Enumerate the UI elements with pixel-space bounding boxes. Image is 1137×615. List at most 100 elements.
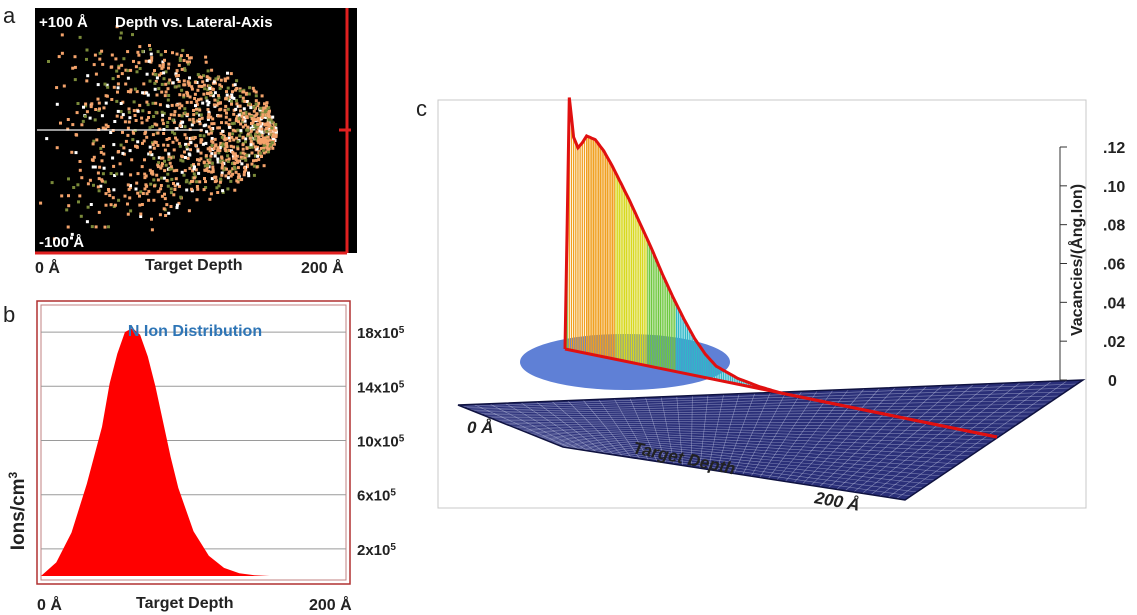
- ion-point: [177, 84, 181, 88]
- ion-point: [72, 186, 76, 189]
- ion-point: [199, 113, 203, 117]
- ion-point: [84, 104, 88, 108]
- ion-point: [244, 140, 247, 144]
- ion-point: [119, 110, 123, 114]
- ion-point: [192, 163, 195, 167]
- ion-point: [217, 151, 221, 155]
- y-tick-label: 18x105: [357, 325, 405, 343]
- ion-point: [83, 114, 87, 118]
- ion-point: [268, 109, 271, 113]
- ion-point: [210, 68, 214, 72]
- ion-point: [254, 102, 258, 106]
- ion-point: [235, 115, 239, 118]
- ion-point: [198, 108, 202, 112]
- ion-point: [225, 158, 229, 162]
- ion-point: [213, 91, 217, 95]
- ion-point: [256, 125, 260, 129]
- ion-point: [265, 108, 268, 112]
- ion-point: [97, 109, 101, 112]
- ion-point: [150, 228, 154, 232]
- ion-point: [199, 140, 203, 144]
- ion-point: [241, 151, 245, 155]
- ion-point: [67, 204, 71, 208]
- ion-point: [189, 141, 193, 145]
- plane-grid-line: [598, 399, 641, 460]
- ion-point: [175, 168, 179, 172]
- ion-point: [132, 109, 136, 113]
- ion-point: [234, 158, 238, 162]
- ion-point: [245, 100, 249, 103]
- ion-point: [165, 179, 169, 182]
- ion-point: [153, 72, 157, 76]
- ion-point: [204, 96, 208, 100]
- ion-point: [149, 182, 153, 186]
- ion-point: [161, 60, 165, 64]
- ion-point: [202, 92, 206, 96]
- ion-point: [261, 148, 265, 152]
- ion-point: [160, 164, 164, 168]
- ion-point: [101, 144, 105, 148]
- plane-grid-line: [708, 394, 724, 470]
- ion-point: [135, 181, 139, 185]
- ion-point: [153, 87, 157, 91]
- ion-point: [102, 152, 106, 156]
- ion-point: [224, 96, 228, 100]
- ion-point: [98, 57, 102, 61]
- ion-point: [196, 88, 200, 92]
- ion-point: [216, 191, 220, 194]
- ion-point: [263, 110, 267, 114]
- ion-point: [152, 178, 156, 182]
- ion-point: [216, 160, 220, 164]
- ion-point: [258, 151, 262, 155]
- ion-point: [98, 51, 102, 55]
- ion-point: [85, 57, 88, 61]
- ion-point: [251, 119, 255, 123]
- ion-point: [129, 90, 132, 94]
- ion-point: [112, 164, 116, 168]
- ion-point: [231, 128, 235, 132]
- ion-point: [81, 119, 85, 123]
- ion-point: [206, 91, 209, 95]
- ion-point: [255, 147, 259, 151]
- ion-point: [144, 59, 148, 63]
- ion-point: [195, 103, 199, 107]
- ion-point: [129, 184, 132, 188]
- ion-point: [120, 115, 124, 119]
- ion-point: [261, 106, 265, 110]
- ion-point: [66, 225, 70, 229]
- ion-point: [185, 147, 189, 151]
- ion-point: [127, 110, 131, 114]
- ion-point: [128, 149, 132, 153]
- ion-point: [121, 130, 124, 134]
- ion-point: [249, 140, 253, 144]
- ion-point: [175, 103, 179, 107]
- ion-point: [226, 154, 230, 158]
- ion-point: [126, 133, 130, 137]
- ion-point: [175, 206, 179, 210]
- ion-point: [171, 155, 175, 159]
- plane-grid-line: [582, 399, 632, 458]
- ion-point: [225, 167, 228, 171]
- ion-point: [258, 108, 262, 112]
- ion-point: [156, 178, 160, 182]
- ion-point: [259, 125, 263, 129]
- ion-point: [52, 237, 56, 241]
- ion-point: [256, 104, 260, 108]
- ion-point: [188, 76, 191, 80]
- ion-point: [241, 147, 245, 151]
- ion-point: [67, 177, 70, 181]
- ion-point: [172, 120, 176, 124]
- ion-point: [88, 178, 92, 182]
- panel-c-z-tick-labels: 0 .02 .04 .06 .08 .10 .12: [1060, 140, 1125, 390]
- ion-point: [249, 134, 253, 138]
- ion-point: [78, 160, 82, 163]
- ion-point: [71, 123, 75, 127]
- ion-point: [246, 125, 250, 129]
- ion-point: [222, 168, 226, 172]
- ion-point: [178, 144, 182, 148]
- ion-point: [223, 79, 227, 83]
- ion-point: [250, 145, 254, 149]
- panel-b-chart: N Ion Distribution 2x105 6x105 10x105 14x10…: [6, 300, 405, 614]
- ion-point: [210, 161, 214, 165]
- ion-point: [230, 135, 234, 139]
